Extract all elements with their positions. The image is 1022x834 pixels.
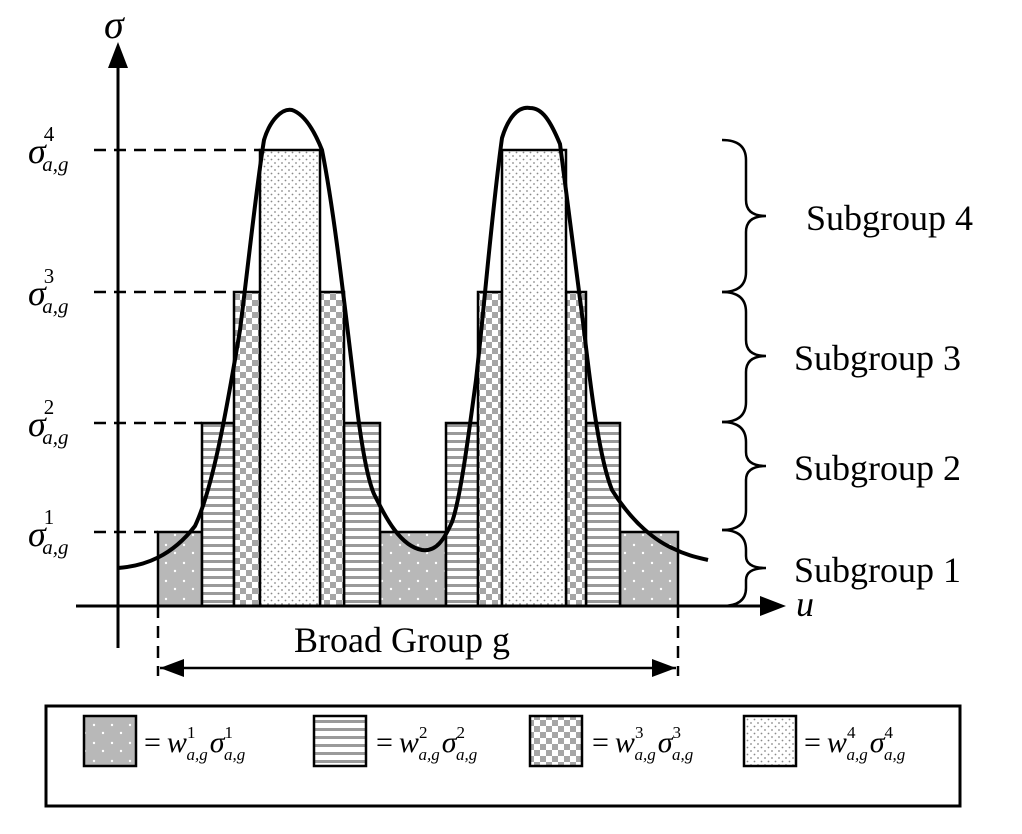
- legend-swatch-1: [82, 714, 138, 768]
- bar-level4-right: [500, 148, 568, 608]
- x-axis-symbol: u: [796, 584, 814, 624]
- subgroup-2-label: Subgroup 2: [794, 448, 961, 488]
- bar-level3-b: [318, 290, 346, 608]
- legend-text-2: = w2 a,gσ2 a,g: [376, 723, 477, 764]
- cross-section-curve: [117, 105, 709, 570]
- legend-swatch-3: [528, 714, 584, 768]
- legend-item-2: = w2 a,gσ2 a,g: [312, 714, 477, 768]
- subgroup-braces: [721, 138, 767, 608]
- bar-level1-right: [618, 530, 680, 608]
- legend-item-3: = w3 a,gσ3 a,g: [528, 714, 693, 768]
- brace-subgroup-2: [721, 420, 767, 532]
- broad-group-label: Broad Group g: [294, 620, 510, 660]
- bar-level1-center: [378, 530, 448, 608]
- x-axis-arrowhead: [760, 596, 786, 616]
- legend-item-1: = w1 a,gσ1 a,g: [82, 714, 245, 768]
- bar-level3-d: [564, 290, 588, 608]
- legend-box: [44, 704, 962, 808]
- subgroup-1-label: Subgroup 1: [794, 550, 961, 590]
- legend-text-3: = w3 a,gσ3 a,g: [592, 723, 693, 764]
- bar-level2-c: [444, 421, 480, 608]
- level4-label: σ4 a,g: [28, 122, 69, 176]
- level2-label: σ2 a,g: [28, 395, 69, 449]
- bar-level4-left: [258, 148, 322, 608]
- level3-label: σ3 a,g: [28, 264, 69, 318]
- level-labels: σ1 a,g σ2 a,g σ3 a,g σ4 a,g: [28, 122, 69, 559]
- bar-level2-d: [584, 421, 622, 608]
- axes: [76, 42, 786, 648]
- brace-subgroup-4: [721, 138, 767, 294]
- y-axis-arrowhead: [108, 42, 128, 68]
- level1-label: σ1 a,g: [28, 505, 69, 559]
- legend-text-4: = w4 a,gσ4 a,g: [804, 723, 905, 764]
- legend-text-1: = w1 a,gσ1 a,g: [144, 723, 245, 764]
- legend-swatch-2: [312, 714, 368, 768]
- brace-subgroup-3: [721, 290, 767, 424]
- histogram-bars: [156, 148, 680, 608]
- legend-swatch-4: [742, 714, 798, 768]
- subgroup-4-label: Subgroup 4: [806, 198, 973, 238]
- y-axis-symbol: σ: [104, 2, 125, 47]
- subgroup-3-label: Subgroup 3: [794, 338, 961, 378]
- brace-subgroup-1: [721, 528, 767, 608]
- legend-item-4: = w4 a,gσ4 a,g: [742, 714, 905, 768]
- broad-group-arrow: [160, 659, 676, 677]
